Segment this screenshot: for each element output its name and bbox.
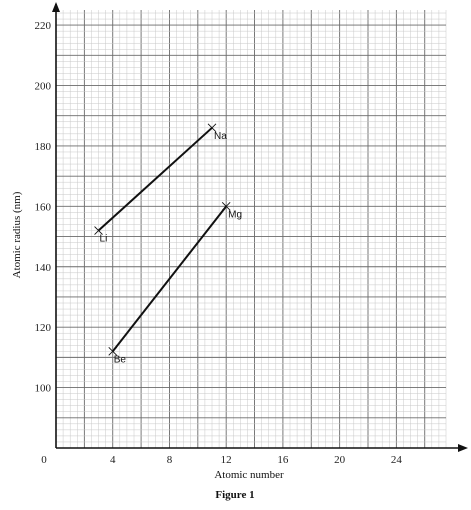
data-point-marker <box>207 123 217 133</box>
data-point-label: Mg <box>228 209 242 220</box>
figure-caption: Figure 1 <box>215 489 254 501</box>
x-axis-arrow <box>458 444 468 452</box>
y-tick-label: 140 <box>35 262 52 274</box>
data-point-marker <box>221 202 231 211</box>
y-tick-label: 200 <box>35 81 52 93</box>
x-tick-label: 4 <box>110 454 116 466</box>
x-tick-label: 16 <box>277 454 289 466</box>
y-tick-label: 100 <box>35 383 52 395</box>
y-tick-label: 180 <box>35 141 52 153</box>
y-tick-label: 120 <box>35 322 52 334</box>
data-point-label: Li <box>100 234 108 245</box>
x-tick-label: 24 <box>391 454 403 466</box>
x-tick-label: 12 <box>221 454 232 466</box>
x-axis-title: Atomic number <box>214 469 284 481</box>
series-line <box>97 127 213 232</box>
grid <box>55 10 447 449</box>
x-tick-label: 20 <box>334 454 346 466</box>
data-point-marker <box>94 226 103 235</box>
y-tick-label: 220 <box>35 20 52 32</box>
y-tick-label: 160 <box>35 201 52 213</box>
axes <box>52 2 468 452</box>
series: Li Na Be Mg <box>94 123 242 365</box>
tick-labels: 4 8 12 16 20 24 100 120 140 160 180 200 220 <box>35 20 403 466</box>
data-point-marker <box>108 347 118 356</box>
series-line <box>111 205 227 352</box>
data-point-label: Be <box>114 354 127 365</box>
origin-label: 0 <box>41 454 47 466</box>
data-point-label: Na <box>214 131 227 142</box>
y-axis-arrow <box>52 2 60 12</box>
y-axis-title: Atomic radius (nm) <box>11 191 23 278</box>
x-tick-label: 8 <box>167 454 173 466</box>
